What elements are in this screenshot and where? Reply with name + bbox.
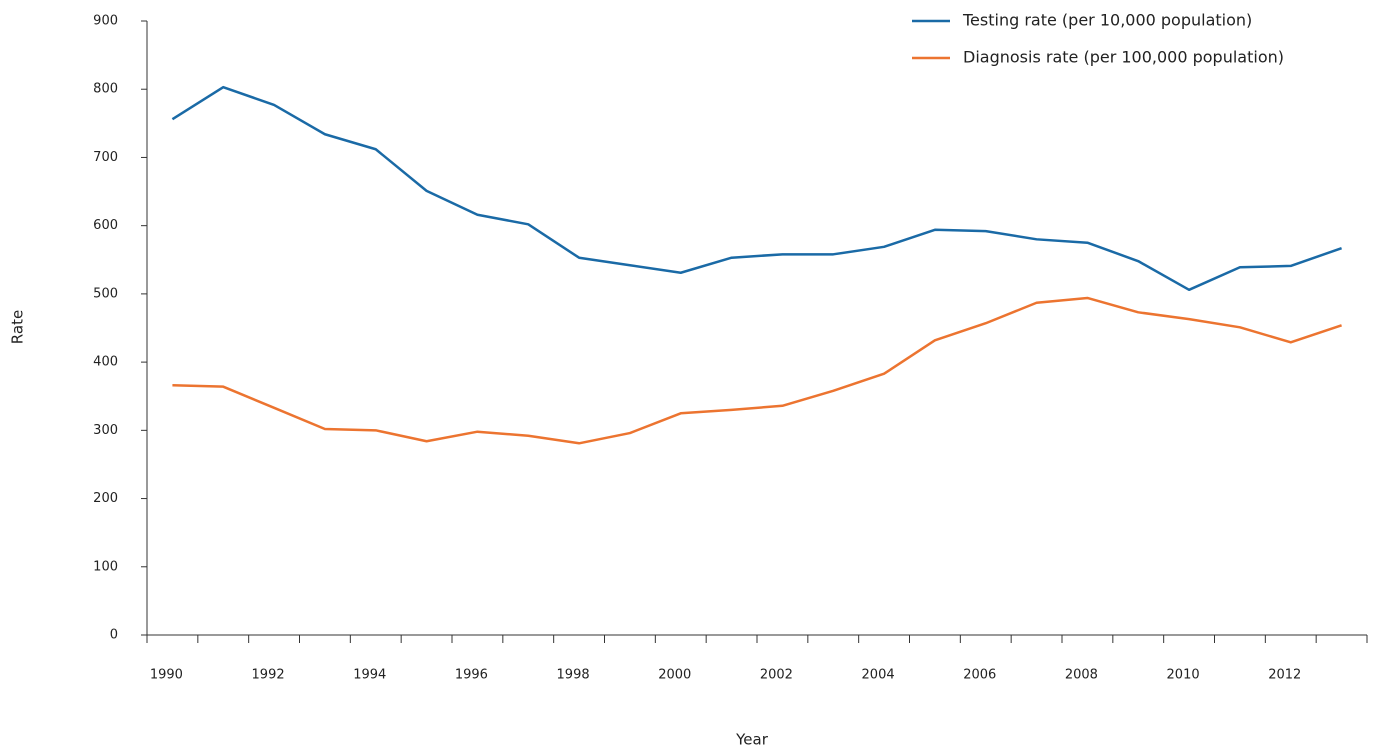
y-axis-title: Rate bbox=[9, 310, 27, 344]
x-tick-label: 1996 bbox=[455, 668, 488, 683]
x-tick-label: 2008 bbox=[1065, 668, 1098, 683]
x-tick-label: 2002 bbox=[760, 668, 793, 683]
y-tick-label: 300 bbox=[93, 423, 118, 438]
x-tick-label: 1998 bbox=[557, 668, 590, 683]
x-tick-label: 1990 bbox=[150, 668, 183, 683]
y-tick-label: 700 bbox=[93, 150, 118, 165]
data-line bbox=[172, 296, 1342, 445]
x-tick-label: 2006 bbox=[963, 668, 996, 683]
x-tick-label: 2004 bbox=[862, 668, 895, 683]
y-tick-label: 0 bbox=[110, 628, 118, 643]
y-tick-label: 600 bbox=[93, 218, 118, 233]
legend-label: Diagnosis rate (per 100,000 population) bbox=[963, 48, 1284, 67]
y-tick-label: 900 bbox=[93, 14, 118, 29]
data-line bbox=[171, 85, 1342, 292]
legend-label: Testing rate (per 10,000 population) bbox=[962, 11, 1252, 30]
y-tick-label: 500 bbox=[93, 286, 118, 301]
x-tick-label: 1992 bbox=[252, 668, 285, 683]
y-tick-label: 400 bbox=[93, 355, 118, 370]
x-tick-label: 2000 bbox=[658, 668, 691, 683]
x-axis-title: Year bbox=[735, 731, 769, 749]
y-tick-label: 200 bbox=[93, 491, 118, 506]
x-tick-label: 1994 bbox=[353, 668, 386, 683]
y-tick-label: 100 bbox=[93, 559, 118, 574]
x-tick-label: 2010 bbox=[1167, 668, 1200, 683]
x-tick-label: 2012 bbox=[1268, 668, 1301, 683]
y-tick-label: 800 bbox=[93, 82, 118, 97]
